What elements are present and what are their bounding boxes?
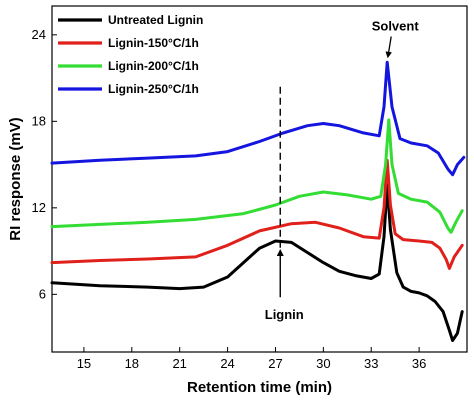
legend: Untreated Lignin Lignin-150°C/1h Lignin-20… <box>58 13 203 96</box>
series-line-2 <box>50 118 464 234</box>
series-line-1 <box>50 158 464 270</box>
x-tick-label: 24 <box>220 356 234 371</box>
legend-label-2: Lignin-200°C/1h <box>108 59 199 73</box>
x-tick-label: 33 <box>364 356 378 371</box>
x-tick-label: 30 <box>316 356 330 371</box>
y-axis-title: RI response (mV) <box>7 117 24 240</box>
legend-label-1: Lignin-150°C/1h <box>108 36 199 50</box>
x-tick-label: 27 <box>268 356 282 371</box>
plot-frame <box>51 5 468 353</box>
series-layer <box>50 60 466 342</box>
annotation-layer: Lignin Solvent <box>265 19 420 322</box>
legend-label-0: Untreated Lignin <box>108 13 203 27</box>
y-tick-label: 6 <box>39 286 46 301</box>
plot-border <box>51 5 468 353</box>
y-tick-label: 12 <box>32 200 46 215</box>
y-tick-label: 18 <box>32 113 46 128</box>
lignin-label: Lignin <box>265 307 304 322</box>
ticks-layer: 15 18 21 24 27 30 33 36 6 12 18 24 <box>32 27 427 371</box>
x-tick-label: 36 <box>412 356 426 371</box>
series-line-3 <box>50 60 466 177</box>
y-tick-label: 24 <box>32 27 46 42</box>
x-tick-label: 18 <box>125 356 139 371</box>
x-tick-label: 21 <box>172 356 186 371</box>
x-axis-title: Retention time (min) <box>187 379 332 396</box>
series-line-0 <box>50 183 464 342</box>
solvent-arrow <box>385 36 392 59</box>
x-tick-label: 15 <box>77 356 91 371</box>
legend-label-3: Lignin-250°C/1h <box>108 82 199 96</box>
solvent-label: Solvent <box>372 19 420 34</box>
